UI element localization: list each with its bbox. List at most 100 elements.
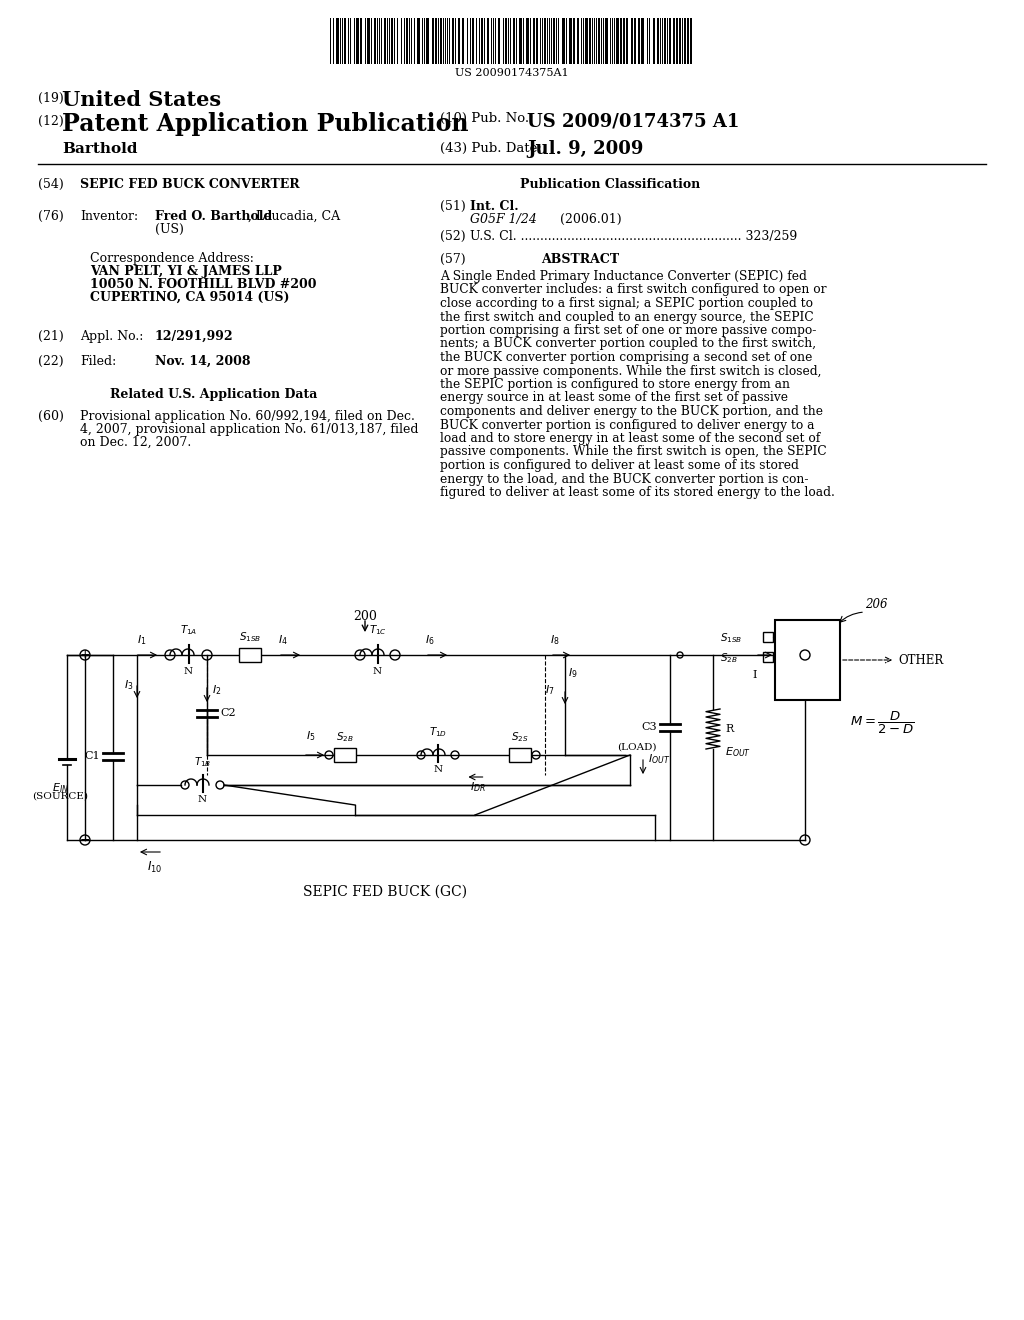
Text: portion comprising a first set of one or more passive compo-: portion comprising a first set of one or… xyxy=(440,323,816,337)
Bar xyxy=(775,620,840,700)
Text: SEPIC FED BUCK (GC): SEPIC FED BUCK (GC) xyxy=(303,884,467,899)
Text: portion is configured to deliver at least some of its stored: portion is configured to deliver at leas… xyxy=(440,459,799,473)
Text: (2006.01): (2006.01) xyxy=(560,213,622,226)
Text: or more passive components. While the first switch is closed,: or more passive components. While the fi… xyxy=(440,364,821,378)
Bar xyxy=(536,18,538,63)
Bar xyxy=(559,18,562,63)
Bar xyxy=(690,18,692,63)
Bar xyxy=(346,18,348,63)
Text: ABSTRACT: ABSTRACT xyxy=(541,253,620,267)
Bar xyxy=(519,18,522,63)
Text: N: N xyxy=(198,795,207,804)
Text: 200: 200 xyxy=(353,610,377,623)
Text: U.S. Cl. ......................................................... 323/259: U.S. Cl. ...............................… xyxy=(470,230,798,243)
Text: N: N xyxy=(184,667,194,676)
Bar xyxy=(395,18,397,63)
Text: CM: CM xyxy=(795,653,820,667)
Text: (52): (52) xyxy=(440,230,466,243)
Bar xyxy=(653,18,655,63)
Bar xyxy=(440,18,442,63)
Bar xyxy=(239,648,261,663)
Bar xyxy=(589,18,591,63)
Text: nents; a BUCK converter portion coupled to the first switch,: nents; a BUCK converter portion coupled … xyxy=(440,338,816,351)
Text: (76): (76) xyxy=(38,210,63,223)
Text: $T_{1A}$: $T_{1A}$ xyxy=(180,623,198,638)
Bar xyxy=(673,18,675,63)
Bar xyxy=(763,652,773,663)
Bar xyxy=(505,18,507,63)
Bar xyxy=(538,18,540,63)
Bar xyxy=(420,18,422,63)
Text: , Leucadia, CA: , Leucadia, CA xyxy=(248,210,340,223)
Bar xyxy=(426,18,429,63)
Text: (19): (19) xyxy=(38,92,63,106)
Bar xyxy=(526,18,529,63)
Text: 10050 N. FOOTHILL BLVD #200: 10050 N. FOOTHILL BLVD #200 xyxy=(90,279,316,290)
Text: A Single Ended Primary Inductance Converter (SEPIC) fed: A Single Ended Primary Inductance Conver… xyxy=(440,271,807,282)
Bar xyxy=(432,18,434,63)
Text: C3: C3 xyxy=(641,722,657,733)
Bar xyxy=(489,18,490,63)
Text: $T_{1C}$: $T_{1C}$ xyxy=(369,623,386,638)
Bar xyxy=(634,18,636,63)
Text: $I_6$: $I_6$ xyxy=(425,634,435,647)
Text: Provisional application No. 60/992,194, filed on Dec.: Provisional application No. 60/992,194, … xyxy=(80,411,415,422)
Bar xyxy=(631,18,633,63)
Bar xyxy=(468,18,470,63)
Text: energy source in at least some of the first set of passive: energy source in at least some of the fi… xyxy=(440,392,788,404)
Text: Filed:: Filed: xyxy=(80,355,117,368)
Bar xyxy=(676,18,678,63)
Bar xyxy=(669,18,671,63)
Bar xyxy=(374,18,376,63)
Bar xyxy=(626,18,628,63)
Bar xyxy=(429,18,432,63)
Bar xyxy=(573,18,575,63)
Bar xyxy=(435,18,437,63)
Bar xyxy=(460,18,462,63)
Bar xyxy=(687,18,689,63)
Bar xyxy=(474,18,476,63)
Text: $I_7$: $I_7$ xyxy=(546,684,555,697)
Bar xyxy=(391,18,393,63)
Bar xyxy=(567,18,569,63)
Text: the SEPIC portion is configured to store energy from an: the SEPIC portion is configured to store… xyxy=(440,378,790,391)
Text: $I_9$: $I_9$ xyxy=(568,667,578,680)
Bar xyxy=(412,18,414,63)
Text: $T_{1D}$: $T_{1D}$ xyxy=(429,725,447,739)
Text: the BUCK converter portion comprising a second set of one: the BUCK converter portion comprising a … xyxy=(440,351,812,364)
Text: $I_8$: $I_8$ xyxy=(550,634,560,647)
Text: $I_2$: $I_2$ xyxy=(212,684,221,697)
Bar xyxy=(367,18,370,63)
Text: (57): (57) xyxy=(440,253,466,267)
Bar xyxy=(372,18,374,63)
Text: $S_{1SB}$: $S_{1SB}$ xyxy=(720,631,742,645)
Text: BUCK converter includes: a first switch configured to open or: BUCK converter includes: a first switch … xyxy=(440,284,826,297)
Text: BUCK converter portion is configured to deliver energy to a: BUCK converter portion is configured to … xyxy=(440,418,814,432)
Bar xyxy=(464,18,467,63)
Bar xyxy=(577,18,579,63)
Bar xyxy=(406,18,408,63)
Bar xyxy=(511,18,513,63)
Bar xyxy=(657,18,659,63)
Text: OTHER: OTHER xyxy=(898,653,943,667)
Text: $I_4$: $I_4$ xyxy=(279,634,288,647)
Text: (12): (12) xyxy=(38,115,63,128)
Bar xyxy=(763,632,773,642)
Bar xyxy=(598,18,600,63)
Text: Int. Cl.: Int. Cl. xyxy=(470,201,518,213)
Bar xyxy=(360,18,362,63)
Bar xyxy=(664,18,666,63)
Text: CUPERTINO, CA 95014 (US): CUPERTINO, CA 95014 (US) xyxy=(90,290,290,304)
Text: Fred O. Barthold: Fred O. Barthold xyxy=(155,210,272,223)
Text: (10) Pub. No.:: (10) Pub. No.: xyxy=(440,112,538,125)
Text: energy to the load, and the BUCK converter portion is con-: energy to the load, and the BUCK convert… xyxy=(440,473,809,486)
Bar xyxy=(641,18,644,63)
Bar xyxy=(671,18,673,63)
Text: (51): (51) xyxy=(440,201,466,213)
Bar xyxy=(605,18,608,63)
Bar xyxy=(524,18,526,63)
Text: (SOURCE): (SOURCE) xyxy=(32,792,88,801)
Text: N: N xyxy=(433,766,442,774)
Text: (LOAD): (LOAD) xyxy=(617,742,657,751)
Text: $S_{2B}$: $S_{2B}$ xyxy=(720,651,737,665)
